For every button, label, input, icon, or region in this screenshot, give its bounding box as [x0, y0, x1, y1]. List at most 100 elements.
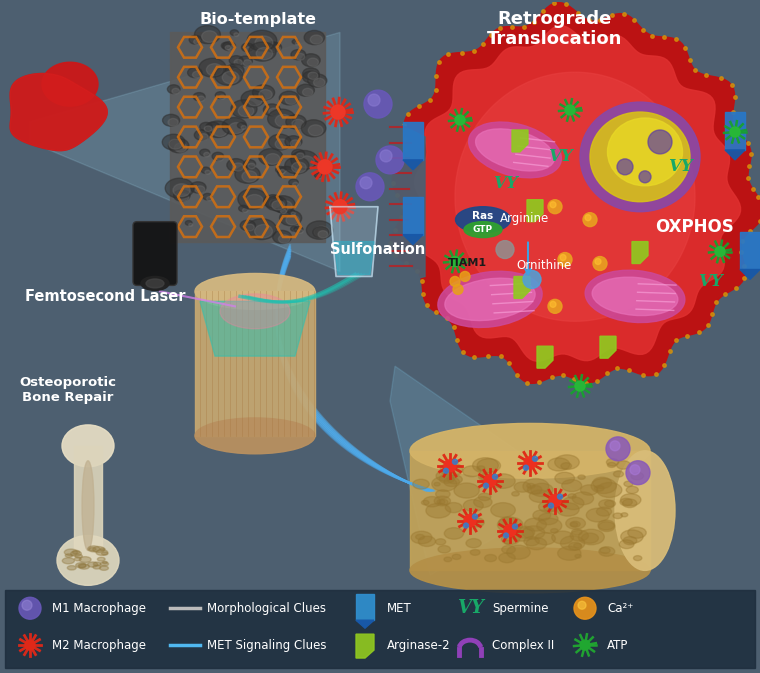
Ellipse shape — [448, 475, 462, 484]
Bar — [725, 112, 745, 150]
Ellipse shape — [275, 139, 289, 149]
Ellipse shape — [245, 194, 264, 208]
Ellipse shape — [79, 564, 90, 569]
Ellipse shape — [62, 558, 74, 564]
Ellipse shape — [523, 479, 549, 494]
Ellipse shape — [463, 466, 481, 476]
Circle shape — [593, 256, 607, 271]
Circle shape — [364, 90, 392, 118]
Ellipse shape — [591, 479, 616, 493]
Ellipse shape — [318, 176, 322, 179]
Circle shape — [496, 240, 514, 258]
Text: Osteoporotic
Bone Repair: Osteoporotic Bone Repair — [20, 376, 116, 404]
Ellipse shape — [277, 166, 295, 178]
Ellipse shape — [78, 564, 86, 568]
Circle shape — [548, 299, 562, 314]
Ellipse shape — [285, 157, 309, 174]
Ellipse shape — [575, 555, 581, 558]
Polygon shape — [10, 73, 107, 151]
Ellipse shape — [436, 470, 454, 481]
Text: ATP: ATP — [607, 639, 629, 651]
Ellipse shape — [199, 59, 226, 77]
Text: Ca²⁺: Ca²⁺ — [607, 602, 633, 614]
Ellipse shape — [195, 273, 315, 310]
Ellipse shape — [586, 508, 610, 522]
Ellipse shape — [302, 120, 326, 137]
Bar — [410, 451, 650, 571]
Ellipse shape — [565, 518, 585, 529]
Ellipse shape — [278, 235, 290, 243]
Ellipse shape — [290, 226, 298, 232]
Ellipse shape — [294, 226, 303, 233]
Ellipse shape — [413, 479, 429, 489]
Ellipse shape — [613, 513, 622, 519]
Ellipse shape — [310, 35, 322, 44]
Ellipse shape — [502, 534, 520, 544]
Ellipse shape — [598, 520, 615, 530]
Ellipse shape — [466, 538, 481, 548]
Ellipse shape — [302, 71, 319, 83]
Ellipse shape — [238, 56, 252, 66]
Ellipse shape — [72, 551, 80, 554]
Ellipse shape — [280, 210, 302, 225]
Ellipse shape — [499, 553, 515, 563]
Ellipse shape — [96, 550, 108, 555]
Ellipse shape — [527, 485, 542, 494]
Ellipse shape — [502, 546, 515, 554]
Circle shape — [444, 460, 456, 472]
Text: Spermine: Spermine — [492, 602, 549, 614]
Circle shape — [25, 640, 35, 650]
Ellipse shape — [421, 500, 429, 505]
Ellipse shape — [141, 277, 169, 291]
Ellipse shape — [568, 494, 576, 499]
Ellipse shape — [297, 84, 315, 96]
Circle shape — [578, 601, 586, 609]
Ellipse shape — [315, 173, 321, 178]
Ellipse shape — [473, 497, 492, 507]
Ellipse shape — [276, 166, 285, 173]
Ellipse shape — [426, 503, 451, 518]
Circle shape — [558, 252, 572, 267]
Ellipse shape — [597, 483, 622, 497]
Text: M1 Macrophage: M1 Macrophage — [52, 602, 146, 614]
Ellipse shape — [269, 199, 281, 208]
Ellipse shape — [572, 529, 582, 535]
Polygon shape — [527, 200, 543, 221]
Ellipse shape — [189, 36, 202, 44]
Ellipse shape — [445, 503, 462, 513]
Ellipse shape — [498, 517, 523, 532]
Circle shape — [595, 258, 601, 264]
Ellipse shape — [628, 527, 646, 538]
Ellipse shape — [245, 224, 255, 231]
Ellipse shape — [163, 114, 179, 127]
Ellipse shape — [175, 143, 187, 152]
Polygon shape — [356, 621, 374, 628]
Ellipse shape — [599, 499, 614, 509]
Ellipse shape — [555, 455, 579, 470]
Ellipse shape — [280, 209, 287, 213]
Bar — [195, 291, 315, 436]
Ellipse shape — [277, 206, 287, 213]
Ellipse shape — [195, 418, 315, 454]
Ellipse shape — [485, 555, 496, 562]
Ellipse shape — [265, 153, 280, 164]
Circle shape — [455, 115, 465, 125]
Ellipse shape — [275, 114, 292, 127]
Ellipse shape — [445, 528, 464, 539]
Ellipse shape — [292, 40, 299, 44]
Ellipse shape — [229, 122, 244, 134]
Ellipse shape — [598, 522, 615, 532]
Ellipse shape — [146, 279, 164, 288]
Ellipse shape — [607, 118, 682, 186]
Ellipse shape — [621, 530, 643, 543]
Ellipse shape — [185, 221, 192, 225]
Ellipse shape — [434, 496, 451, 506]
Ellipse shape — [606, 458, 619, 466]
Ellipse shape — [230, 30, 239, 36]
Ellipse shape — [550, 528, 558, 533]
Ellipse shape — [314, 226, 330, 238]
Bar — [170, 32, 325, 242]
Circle shape — [473, 514, 477, 519]
Ellipse shape — [302, 54, 320, 67]
Ellipse shape — [188, 67, 202, 77]
